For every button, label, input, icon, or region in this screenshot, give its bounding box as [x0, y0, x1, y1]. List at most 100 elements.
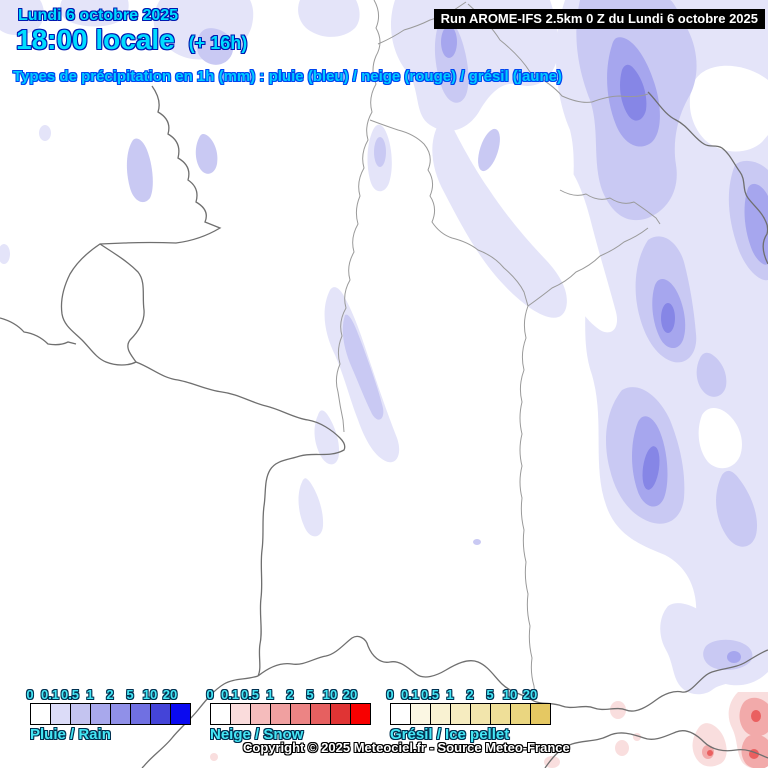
- legend-name: Neige / Snow: [210, 726, 304, 743]
- legend-swatch-snow-10: [330, 703, 351, 725]
- legend-swatches: [30, 703, 192, 725]
- border-line: [369, 119, 529, 307]
- border-line: [135, 361, 346, 677]
- precip-blob: [716, 470, 758, 547]
- precip-snow-layer: [210, 692, 768, 768]
- legend-tick-label: 5: [126, 687, 134, 702]
- border-line: [99, 85, 222, 245]
- legend-tick-label: 0.1: [400, 687, 420, 702]
- precip-snow-strong: [707, 710, 761, 759]
- border-line: [0, 317, 77, 346]
- border-line: [527, 227, 649, 307]
- legend-swatch-icepellet-10: [510, 703, 531, 725]
- precip-blob: [0, 0, 44, 36]
- precip-blob: [744, 183, 768, 265]
- legend-ticks: 0 0.1 0.5 1 2 5 10 20: [386, 687, 552, 702]
- border-line: [544, 730, 768, 768]
- internal-borders: [335, 0, 661, 698]
- legend-swatch-icepellet-20: [530, 703, 551, 725]
- local-time-label: 18:00 locale: [16, 24, 175, 55]
- precip-blob: [478, 128, 500, 172]
- precip-blob: [196, 28, 234, 65]
- legend-tick-label: 0.1: [220, 687, 240, 702]
- legend-swatch-icepellet-2: [470, 703, 491, 725]
- legend-tick-label: 2: [286, 687, 294, 702]
- legend-swatch-rain-2: [110, 703, 131, 725]
- legend-tick-label: 1: [266, 687, 274, 702]
- legend-swatch-rain-0.1: [50, 703, 71, 725]
- border-line: [559, 189, 661, 225]
- precip-blob: [620, 64, 647, 121]
- legend-swatch-snow-0: [210, 703, 231, 725]
- legend-swatches: [390, 703, 552, 725]
- legend-ticks: 0 0.1 0.5 1 2 5 10 20: [26, 687, 192, 702]
- legend-swatch-rain-20: [170, 703, 191, 725]
- map-subtitle: Types de précipitation en 1h (mm) : plui…: [13, 68, 562, 85]
- legend-swatch-rain-1: [90, 703, 111, 725]
- time-row: 18:00 locale (+ 16h): [16, 24, 247, 56]
- forecast-offset-label: (+ 16h): [188, 33, 248, 53]
- legend-swatch-rain-0.5: [70, 703, 91, 725]
- legend-swatch-icepellet-1: [450, 703, 471, 725]
- legend-swatch-icepellet-5: [490, 703, 511, 725]
- national-borders: [0, 85, 768, 768]
- precip-blob: [661, 303, 675, 333]
- legend-tick-label: 0.1: [40, 687, 60, 702]
- precip-white-gaps: [549, 65, 768, 469]
- legend-tick-label: 0: [386, 687, 394, 702]
- border-line: [60, 243, 145, 366]
- legend-ice-pellet: 0 0.1 0.5 1 2 5 10 20 Grésil / Ice pellet: [386, 687, 552, 743]
- precip-blob: [298, 478, 324, 537]
- border-line: [335, 0, 381, 433]
- legend-swatches: [210, 703, 372, 725]
- precip-blob: [342, 314, 384, 420]
- precip-blob: [700, 550, 727, 595]
- legend-tick-label: 5: [486, 687, 494, 702]
- border-line: [141, 675, 259, 768]
- legend-tick-label: 1: [86, 687, 94, 702]
- legend-rain: 0 0.1 0.5 1 2 5 10 20 Pluie / Rain: [26, 687, 192, 743]
- legend-tick-label: 0.5: [420, 687, 440, 702]
- legend-swatch-icepellet-0: [390, 703, 411, 725]
- precip-blob: [39, 125, 51, 141]
- legend-tick-label: 5: [306, 687, 314, 702]
- legend-name: Grésil / Ice pellet: [390, 726, 510, 743]
- legend-tick-label: 0.5: [240, 687, 260, 702]
- legend-swatch-icepellet-0.5: [430, 703, 451, 725]
- legend-name: Pluie / Rain: [30, 726, 111, 743]
- precip-blob: [195, 133, 218, 174]
- precip-blob: [390, 0, 559, 131]
- precip-blob: [727, 651, 741, 663]
- precip-blob: [432, 115, 567, 318]
- legend-snow: 0 0.1 0.5 1 2 5 10 20 Neige / Snow: [206, 687, 372, 743]
- legend-tick-label: 10: [142, 687, 158, 702]
- legend-ticks: 0 0.1 0.5 1 2 5 10 20: [206, 687, 372, 702]
- precip-blob: [0, 244, 10, 264]
- copyright-label: Copyright © 2025 Meteociel.fr - Source M…: [243, 740, 570, 755]
- border-line: [467, 3, 649, 103]
- legend-tick-label: 0: [206, 687, 214, 702]
- precip-blob: [374, 137, 386, 167]
- legend-swatch-snow-5: [310, 703, 331, 725]
- legend-tick-label: 20: [522, 687, 538, 702]
- precip-blob: [696, 352, 727, 397]
- legend-swatch-rain-0: [30, 703, 51, 725]
- legend-tick-label: 10: [322, 687, 338, 702]
- precip-blob: [642, 446, 660, 490]
- legend-swatch-snow-0.1: [230, 703, 251, 725]
- border-line: [257, 635, 768, 712]
- legend-tick-label: 0: [26, 687, 34, 702]
- legend-swatch-snow-1: [270, 703, 291, 725]
- legend-tick-label: 1: [446, 687, 454, 702]
- precip-blob: [298, 0, 360, 37]
- precip-blob: [473, 539, 481, 545]
- legend-tick-label: 20: [342, 687, 358, 702]
- legend-swatch-rain-10: [150, 703, 171, 725]
- legend-tick-label: 2: [466, 687, 474, 702]
- legend-swatch-snow-0.5: [250, 703, 271, 725]
- precip-rain-core-layer: [620, 64, 675, 490]
- legend-swatch-rain-5: [130, 703, 151, 725]
- legend-tick-label: 20: [162, 687, 178, 702]
